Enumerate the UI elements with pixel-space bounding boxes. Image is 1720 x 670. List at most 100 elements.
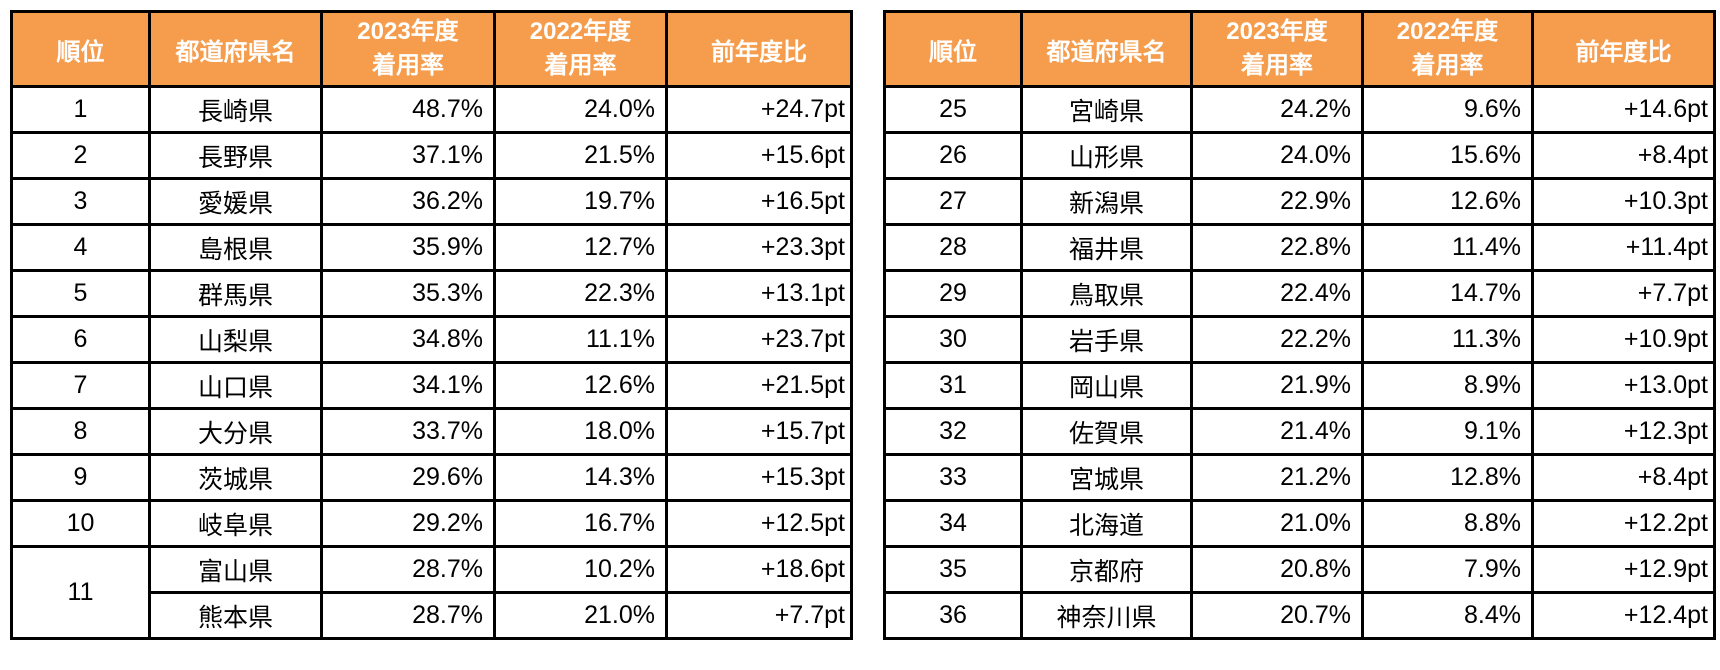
prefecture-cell: 新潟県 [1020,177,1193,226]
yoy-cell: +7.7pt [665,591,853,640]
header-rate-2023: 2023年度 着用率 [1190,10,1364,88]
prefecture-cell: 愛媛県 [148,177,323,226]
table-row: 11 富山県 28.7% 10.2% +18.6pt [10,545,853,640]
table-row: 7 山口県 34.1% 12.6% +21.5pt [10,361,853,410]
rank-cell: 30 [883,315,1023,364]
rank-cell: 1 [10,85,151,134]
rate-2023-cell: 34.1% [320,361,496,410]
prefecture-cell: 茨城県 [148,453,323,502]
table-row: 6 山梨県 34.8% 11.1% +23.7pt [10,315,853,364]
rate-2022-cell: 21.5% [493,131,668,180]
rank-cell: 32 [883,407,1023,456]
yoy-cell: +16.5pt [665,177,853,226]
rate-2023-cell: 22.4% [1190,269,1364,318]
rate-2022-cell: 11.1% [493,315,668,364]
prefecture-cell: 富山県 [148,545,323,594]
prefecture-cell: 長崎県 [148,85,323,134]
rate-2022-cell: 16.7% [493,499,668,548]
rate-2023-cell: 37.1% [320,131,496,180]
table-row: 27 新潟県 22.9% 12.6% +10.3pt [883,177,1716,226]
prefecture-cell: 岩手県 [1020,315,1193,364]
rank-cell: 35 [883,545,1023,594]
rate-2022-cell: 8.9% [1361,361,1534,410]
table-row: 31 岡山県 21.9% 8.9% +13.0pt [883,361,1716,410]
header-rate-2022-line1: 2022年度 [1396,18,1499,46]
rank-cell: 9 [10,453,151,502]
prefecture-cell: 神奈川県 [1020,591,1193,640]
table-row: 34 北海道 21.0% 8.8% +12.2pt [883,499,1716,548]
yoy-cell: +12.3pt [1531,407,1716,456]
yoy-cell: +18.6pt [665,545,853,594]
table-row: 3 愛媛県 36.2% 19.7% +16.5pt [10,177,853,226]
rate-2022-cell: 8.8% [1361,499,1534,548]
rate-2023-cell: 33.7% [320,407,496,456]
prefecture-cell: 北海道 [1020,499,1193,548]
rank-cell: 27 [883,177,1023,226]
rank-cell: 33 [883,453,1023,502]
rate-2022-cell: 18.0% [493,407,668,456]
prefecture-cell: 鳥取県 [1020,269,1193,318]
table-row: 25 宮崎県 24.2% 9.6% +14.6pt [883,85,1716,134]
prefecture-cell: 長野県 [148,131,323,180]
rate-2023-cell: 21.4% [1190,407,1364,456]
yoy-cell: +23.7pt [665,315,853,364]
rate-2023-cell: 35.9% [320,223,496,272]
header-prefecture: 都道府県名 [1020,10,1193,88]
rank-cell: 25 [883,85,1023,134]
header-rate-2022: 2022年度 着用率 [493,10,668,88]
ranking-table-right: 順位 都道府県名 2023年度 着用率 2022年度 着用率 前年度比 25 宮崎… [883,10,1716,640]
rate-2023-cell: 35.3% [320,269,496,318]
table-body-left: 1 長崎県 48.7% 24.0% +24.7pt 2 長野県 37.1% 21.5% +15.6… [10,85,853,640]
header-yoy: 前年度比 [1531,10,1716,88]
header-row: 順位 都道府県名 2023年度 着用率 2022年度 着用率 前年度比 [10,10,853,88]
rate-2022-cell: 9.1% [1361,407,1534,456]
yoy-cell: +12.2pt [1531,499,1716,548]
rank-cell: 4 [10,223,151,272]
yoy-cell: +23.3pt [665,223,853,272]
rate-2022-cell: 12.7% [493,223,668,272]
table-row: 5 群馬県 35.3% 22.3% +13.1pt [10,269,853,318]
header-rank: 順位 [10,10,151,88]
rank-cell: 5 [10,269,151,318]
table-row: 28 福井県 22.8% 11.4% +11.4pt [883,223,1716,272]
header-rate-2023: 2023年度 着用率 [320,10,496,88]
prefecture-cell: 熊本県 [148,591,323,640]
header-yoy: 前年度比 [665,10,853,88]
yoy-cell: +24.7pt [665,85,853,134]
rank-cell: 8 [10,407,151,456]
table-row: 29 鳥取県 22.4% 14.7% +7.7pt [883,269,1716,318]
yoy-cell: +14.6pt [1531,85,1716,134]
rate-2023-cell: 20.7% [1190,591,1364,640]
prefecture-cell: 佐賀県 [1020,407,1193,456]
prefecture-cell: 山梨県 [148,315,323,364]
rank-cell: 29 [883,269,1023,318]
yoy-cell: +13.0pt [1531,361,1716,410]
rate-2022-cell: 12.8% [1361,453,1534,502]
table-row: 2 長野県 37.1% 21.5% +15.6pt [10,131,853,180]
header-rate-2022-line1: 2022年度 [529,18,632,46]
rate-2023-cell: 22.9% [1190,177,1364,226]
table-row: 33 宮城県 21.2% 12.8% +8.4pt [883,453,1716,502]
table-row: 9 茨城県 29.6% 14.3% +15.3pt [10,453,853,502]
header-rate-2023-line2: 着用率 [372,52,444,79]
prefecture-cell: 岐阜県 [148,499,323,548]
prefecture-cell: 宮城県 [1020,453,1193,502]
rank-cell: 7 [10,361,151,410]
rank-cell: 26 [883,131,1023,180]
yoy-cell: +15.3pt [665,453,853,502]
table-row: 8 大分県 33.7% 18.0% +15.7pt [10,407,853,456]
prefecture-cell: 山口県 [148,361,323,410]
yoy-cell: +8.4pt [1531,453,1716,502]
yoy-cell: +15.6pt [665,131,853,180]
yoy-cell: +10.9pt [1531,315,1716,364]
prefecture-cell: 群馬県 [148,269,323,318]
rate-2022-cell: 19.7% [493,177,668,226]
table-row: 35 京都府 20.8% 7.9% +12.9pt [883,545,1716,594]
yoy-cell: +8.4pt [1531,131,1716,180]
ranking-table-left: 順位 都道府県名 2023年度 着用率 2022年度 着用率 前年度比 1 長崎県… [10,10,853,640]
yoy-cell: +21.5pt [665,361,853,410]
rank-cell: 34 [883,499,1023,548]
table-row: 4 島根県 35.9% 12.7% +23.3pt [10,223,853,272]
rank-cell: 11 [10,545,151,640]
rate-2023-cell: 28.7% [320,545,496,594]
